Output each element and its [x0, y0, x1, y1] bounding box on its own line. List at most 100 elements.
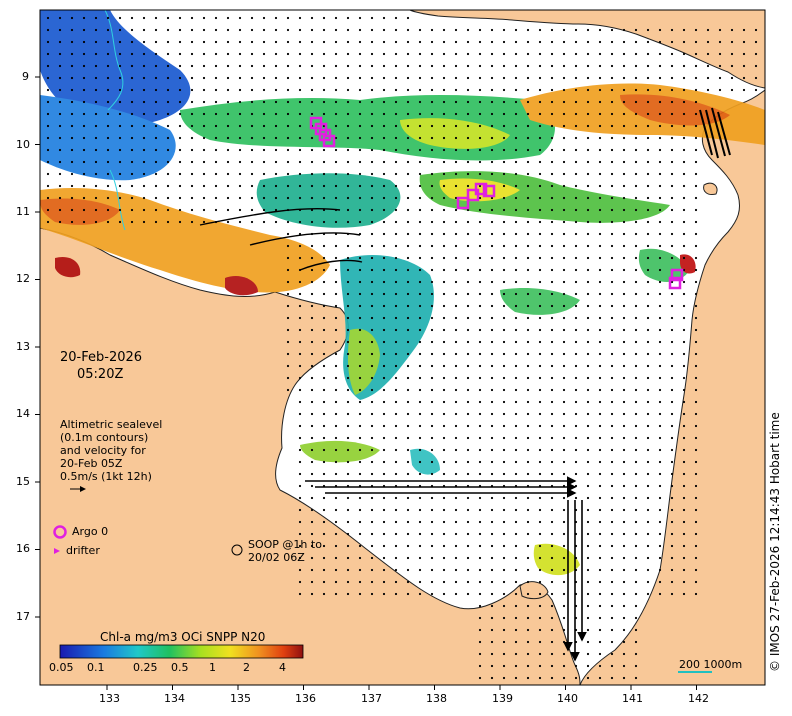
velocity-dot — [538, 316, 542, 320]
velocity-dot — [46, 76, 50, 80]
velocity-dot — [454, 460, 458, 464]
velocity-dot — [670, 592, 674, 596]
velocity-dot — [418, 280, 422, 284]
velocity-dot — [622, 256, 626, 260]
velocity-dot — [682, 40, 686, 44]
velocity-dot — [598, 544, 602, 548]
velocity-dot — [82, 136, 86, 140]
velocity-dot — [634, 592, 638, 596]
velocity-dot — [202, 88, 206, 92]
chlorophyll-field — [40, 10, 765, 576]
velocity-dot — [382, 172, 386, 176]
velocity-dot — [466, 208, 470, 212]
velocity-dot — [274, 184, 278, 188]
velocity-dot — [310, 244, 314, 248]
velocity-dot — [418, 124, 422, 128]
velocity-dot — [406, 88, 410, 92]
velocity-dot — [382, 568, 386, 572]
velocity-dot — [190, 100, 194, 104]
velocity-dot — [382, 436, 386, 440]
velocity-dot — [550, 172, 554, 176]
velocity-dot — [490, 208, 494, 212]
velocity-dot — [250, 148, 254, 152]
colorbar-title: Chl-a mg/m3 OCi SNPP N20 — [100, 630, 266, 644]
velocity-dot — [478, 616, 482, 620]
velocity-dot — [598, 364, 602, 368]
velocity-dot — [358, 460, 362, 464]
velocity-dot — [286, 256, 290, 260]
velocity-dot — [478, 568, 482, 572]
velocity-dot — [502, 640, 506, 644]
velocity-dot — [490, 316, 494, 320]
velocity-dot — [454, 424, 458, 428]
velocity-dot — [346, 244, 350, 248]
velocity-dot — [634, 52, 638, 56]
velocity-dot — [502, 292, 506, 296]
velocity-dot — [574, 280, 578, 284]
velocity-dot — [670, 364, 674, 368]
velocity-dot — [646, 412, 650, 416]
velocity-dot — [466, 220, 470, 224]
velocity-dot — [490, 196, 494, 200]
velocity-dot — [478, 292, 482, 296]
velocity-dot — [502, 232, 506, 236]
velocity-dot — [130, 220, 134, 224]
velocity-dot — [490, 652, 494, 656]
velocity-dot — [298, 448, 302, 452]
velocity-dot — [346, 184, 350, 188]
velocity-dot — [370, 208, 374, 212]
velocity-dot — [514, 172, 518, 176]
velocity-dot — [334, 412, 338, 416]
velocity-dot — [634, 556, 638, 560]
velocity-dot — [130, 124, 134, 128]
velocity-dot — [358, 304, 362, 308]
velocity-dot — [586, 268, 590, 272]
velocity-dot — [658, 76, 662, 80]
velocity-dot — [574, 364, 578, 368]
velocity-dot — [526, 604, 530, 608]
velocity-dot — [538, 532, 542, 536]
velocity-dot — [322, 76, 326, 80]
velocity-dot — [454, 268, 458, 272]
velocity-dot — [466, 268, 470, 272]
velocity-dot — [586, 616, 590, 620]
velocity-dot — [442, 160, 446, 164]
velocity-dot — [538, 568, 542, 572]
velocity-dot — [562, 412, 566, 416]
velocity-dot — [562, 40, 566, 44]
velocity-dot — [646, 28, 650, 32]
velocity-dot — [58, 112, 62, 116]
velocity-dot — [610, 64, 614, 68]
velocity-dot — [334, 148, 338, 152]
velocity-dot — [646, 316, 650, 320]
velocity-dot — [634, 532, 638, 536]
velocity-dot — [286, 112, 290, 116]
velocity-dot — [358, 244, 362, 248]
velocity-dot — [694, 436, 698, 440]
velocity-dot — [406, 508, 410, 512]
velocity-dot — [394, 556, 398, 560]
velocity-dot — [466, 388, 470, 392]
velocity-dot — [346, 112, 350, 116]
velocity-dot — [430, 544, 434, 548]
land — [39, 9, 766, 686]
velocity-dot — [646, 520, 650, 524]
velocity-dot — [334, 496, 338, 500]
velocity-dot — [238, 28, 242, 32]
velocity-dot — [346, 256, 350, 260]
velocity-dot — [586, 436, 590, 440]
velocity-dot — [286, 136, 290, 140]
velocity-dot — [370, 520, 374, 524]
velocity-dot — [334, 244, 338, 248]
velocity-dot — [358, 328, 362, 332]
velocity-dot — [322, 496, 326, 500]
velocity-dot — [550, 160, 554, 164]
velocity-dot — [166, 208, 170, 212]
velocity-dot — [550, 628, 554, 632]
lat-tick-label: 16 — [16, 542, 30, 555]
velocity-dot — [694, 100, 698, 104]
velocity-dot — [562, 232, 566, 236]
velocity-dot — [310, 520, 314, 524]
velocity-dot — [454, 580, 458, 584]
velocity-dot — [586, 292, 590, 296]
